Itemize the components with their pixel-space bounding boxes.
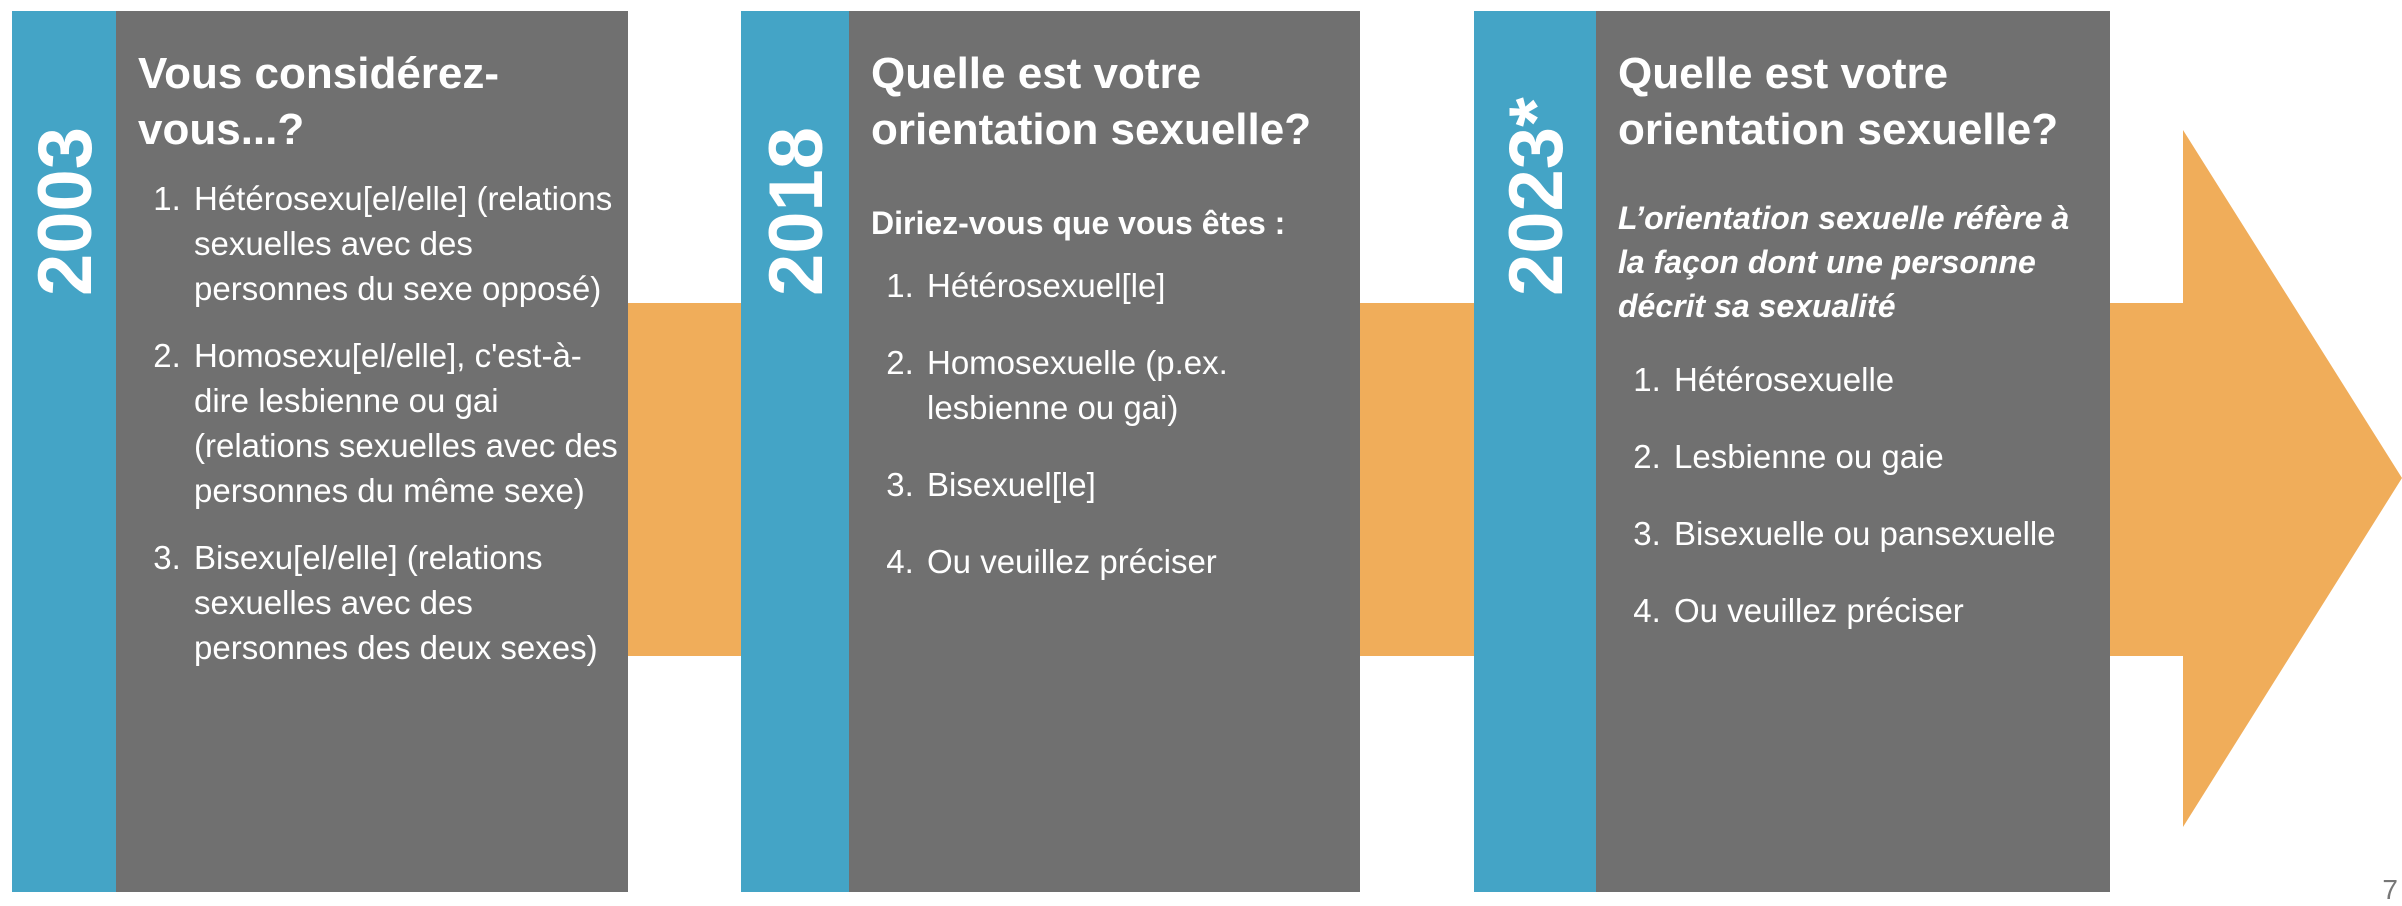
- panel-title: Quelle est votre orientation sexuelle?: [1618, 49, 2059, 154]
- panel-subtitle: Diriez-vous que vous êtes :: [871, 205, 1286, 241]
- panel-title: Quelle est votre orientation sexuelle?: [871, 49, 1312, 154]
- answer-option: Ou veuillez préciser: [1670, 588, 2100, 633]
- year-strip: 2023*: [1474, 11, 1596, 892]
- page-number: 7: [2382, 874, 2398, 905]
- answer-option: Hétérosexu[el/elle] (relations sexuelles…: [190, 176, 620, 311]
- panel-year: 2003: [23, 126, 108, 296]
- answer-list: Hétérosexuel[le] Homosexuelle (p.ex. lesb…: [871, 263, 1353, 616]
- panel-subtitle: L’orientation sexuelle réfère à la façon…: [1618, 200, 2070, 324]
- panel-title: Vous considérez-vous...?: [138, 49, 500, 154]
- question-panel: Quelle est votre orientation sexuelle? L’…: [1596, 11, 2110, 892]
- answer-option: Homosexuelle (p.ex. lesbienne ou gai): [923, 340, 1353, 430]
- panel-year: 2018: [754, 126, 839, 296]
- answer-option: Lesbienne ou gaie: [1670, 434, 2100, 479]
- answer-option: Homosexu[el/elle], c'est-à-dire lesbienn…: [190, 333, 620, 513]
- question-panel: Quelle est votre orientation sexuelle? Di…: [849, 11, 1360, 892]
- answer-list: Hétérosexu[el/elle] (relations sexuelles…: [138, 176, 620, 692]
- answer-option: Bisexuelle ou pansexuelle: [1670, 511, 2100, 556]
- year-strip: 2003: [12, 11, 116, 892]
- panel-year: 2023*: [1494, 97, 1579, 296]
- year-strip: 2018: [741, 11, 849, 892]
- answer-list: Hétérosexuelle Lesbienne ou gaie Bisexuell…: [1618, 357, 2100, 665]
- answer-option: Bisexuel[le]: [923, 462, 1353, 507]
- answer-option: Hétérosexuelle: [1670, 357, 2100, 402]
- answer-option: Hétérosexuel[le]: [923, 263, 1353, 308]
- answer-option: Ou veuillez préciser: [923, 539, 1353, 584]
- question-panel: Vous considérez-vous...? Hétérosexu[el/el…: [116, 11, 628, 892]
- answer-option: Bisexu[el/elle] (relations sexuelles ave…: [190, 535, 620, 670]
